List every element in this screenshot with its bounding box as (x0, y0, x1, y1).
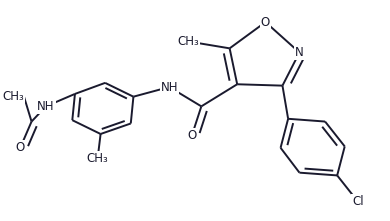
Text: CH₃: CH₃ (177, 35, 199, 48)
Text: N: N (295, 46, 304, 59)
Text: CH₃: CH₃ (2, 90, 24, 103)
Text: NH: NH (37, 100, 55, 113)
Text: O: O (187, 129, 197, 142)
Text: CH₃: CH₃ (87, 152, 108, 165)
Text: Cl: Cl (352, 195, 364, 208)
Text: NH: NH (161, 80, 178, 93)
Text: O: O (16, 141, 25, 154)
Text: O: O (261, 16, 270, 29)
